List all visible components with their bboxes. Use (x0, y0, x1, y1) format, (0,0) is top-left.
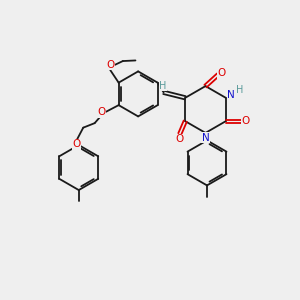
Text: O: O (73, 140, 81, 149)
Text: H: H (159, 81, 167, 91)
Text: O: O (106, 60, 114, 70)
Text: N: N (202, 133, 209, 143)
Text: N: N (227, 90, 235, 100)
Text: O: O (97, 107, 105, 117)
Text: O: O (218, 68, 226, 78)
Text: O: O (175, 134, 183, 144)
Text: H: H (236, 85, 243, 95)
Text: O: O (242, 116, 250, 126)
